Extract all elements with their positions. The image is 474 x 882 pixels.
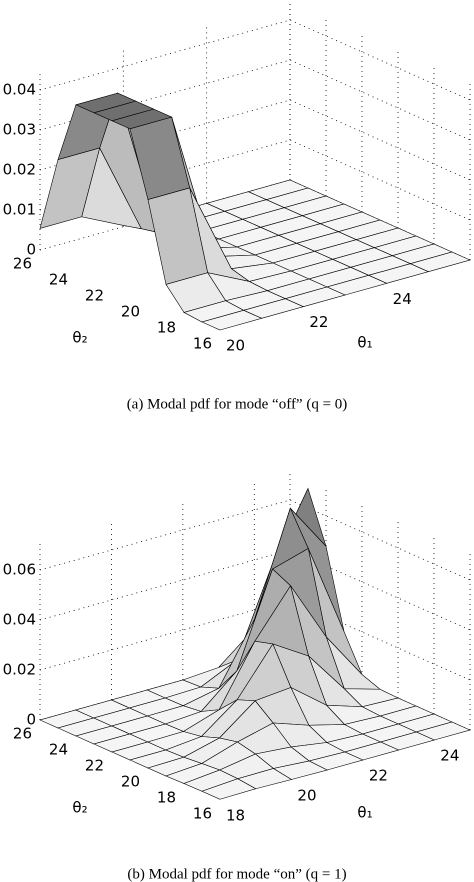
y-tick-label: 20 (121, 303, 140, 321)
y-tick-label: 26 (13, 725, 32, 743)
grid-line (39, 599, 471, 681)
x-tick-label: 18 (226, 807, 245, 825)
z-tick-label: 0.01 (3, 201, 36, 219)
y-tick-label: 22 (85, 287, 104, 305)
x-tick-label: 24 (440, 747, 459, 765)
x-axis-label: θ₁ (357, 334, 372, 352)
y-axis-label: θ₂ (72, 329, 87, 347)
grid-line (39, 499, 471, 581)
y-tick-label: 16 (193, 335, 212, 353)
x-tick-label: 22 (369, 767, 388, 785)
z-tick-label: 0.02 (3, 661, 36, 679)
y-tick-label: 20 (121, 773, 140, 791)
surface-patch (201, 310, 263, 331)
grid-line (39, 549, 471, 631)
x-tick-label: 20 (297, 787, 316, 805)
grid-line (39, 59, 471, 141)
z-tick-label: 0.04 (3, 81, 36, 99)
y-tick-label: 18 (157, 789, 176, 807)
caption: (b) Modal pdf for mode “on” (q = 1) (127, 866, 346, 882)
y-axis-label: θ₂ (72, 799, 87, 817)
y-tick-label: 24 (49, 271, 68, 289)
z-tick-label: 0.02 (3, 161, 36, 179)
x-tick-label: 24 (393, 290, 412, 308)
y-tick-label: 22 (85, 757, 104, 775)
z-tick-label: 0 (26, 241, 36, 259)
surface-patch (201, 778, 257, 800)
y-tick-label: 24 (49, 741, 68, 759)
z-tick-label: 0.03 (3, 121, 36, 139)
y-tick-label: 18 (157, 319, 176, 337)
surface-patch (147, 187, 209, 285)
x-tick-label: 20 (226, 337, 245, 355)
y-tick-label: 16 (193, 805, 212, 823)
z-tick-label: 0.06 (3, 561, 36, 579)
z-tick-label: 0 (26, 711, 36, 729)
x-tick-label: 22 (309, 313, 328, 331)
grid-line (39, 99, 471, 181)
grid-line (39, 19, 471, 101)
grid-line (39, 139, 471, 221)
caption: (a) Modal pdf for mode “off” (q = 0) (127, 396, 348, 412)
x-axis-label: θ₁ (357, 804, 372, 822)
z-tick-label: 0.04 (3, 611, 36, 629)
y-tick-label: 26 (13, 255, 32, 273)
